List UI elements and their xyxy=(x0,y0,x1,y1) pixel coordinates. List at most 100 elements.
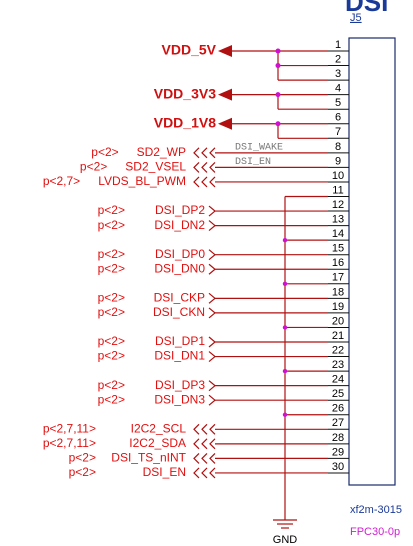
pin-number: 28 xyxy=(332,432,344,444)
power-arrow xyxy=(218,45,232,57)
net-label: DSI_DN3 xyxy=(154,392,205,406)
pin-number: 10 xyxy=(332,170,344,182)
pin-number: 22 xyxy=(332,344,344,356)
page-ref: p<2> xyxy=(98,203,125,217)
port-shape xyxy=(208,394,216,406)
page-ref: p<2> xyxy=(91,145,118,159)
port-shape xyxy=(208,249,216,261)
page-ref: p<2> xyxy=(98,392,125,406)
net-label: DSI_EN xyxy=(143,465,186,479)
page-ref: p<2> xyxy=(98,334,125,348)
pin-number: 16 xyxy=(332,257,344,269)
power-arrow xyxy=(218,88,232,101)
pin-number: 5 xyxy=(335,97,341,109)
port-shape xyxy=(208,380,216,392)
junction xyxy=(275,121,281,127)
page-ref: p<2,7> xyxy=(43,174,80,188)
port-shape xyxy=(209,452,216,464)
net-label: DSI_DP3 xyxy=(155,378,205,392)
port-shape xyxy=(209,161,216,173)
pin-number: 30 xyxy=(332,461,344,473)
pin-number: 13 xyxy=(332,214,344,226)
page-ref: p<2> xyxy=(98,378,125,392)
net-label: LVDS_BL_PWM xyxy=(98,174,186,188)
pin-number: 12 xyxy=(332,199,344,211)
ground-label: GND xyxy=(273,534,298,546)
ground-symbol xyxy=(273,519,297,529)
pin-number: 1 xyxy=(335,39,341,51)
port-shape xyxy=(201,423,208,435)
pin-number: 21 xyxy=(332,330,344,342)
pin-number: 14 xyxy=(332,228,344,240)
page-ref: p<2,7,11> xyxy=(43,421,96,435)
port-shape xyxy=(193,438,200,450)
power-arrow xyxy=(218,117,232,130)
pin-number: 27 xyxy=(332,417,344,429)
junction xyxy=(275,92,281,98)
connector-body xyxy=(348,37,396,486)
wire-label: DSI_WAKE xyxy=(235,142,283,153)
pin-number: 19 xyxy=(332,301,344,313)
net-label: DSI_DN2 xyxy=(154,218,205,232)
power-label: VDD_3V3 xyxy=(154,85,216,101)
junction xyxy=(282,368,288,374)
net-label: DSI_DN0 xyxy=(154,261,205,275)
pin-number: 8 xyxy=(335,141,341,153)
port-shape xyxy=(208,292,216,304)
page-ref: p<2> xyxy=(98,291,125,305)
junction xyxy=(282,325,288,330)
net-label: DSI_TS_nINT xyxy=(111,451,186,465)
pin-number: 11 xyxy=(332,184,343,196)
pin-number: 15 xyxy=(332,243,344,255)
pin-number: 18 xyxy=(332,286,344,298)
net-label: I2C2_SCL xyxy=(131,421,187,435)
port-shape xyxy=(201,147,208,159)
port-shape xyxy=(193,452,200,464)
pin-number: 25 xyxy=(332,388,344,400)
power-label: VDD_1V8 xyxy=(154,114,216,130)
footprint: FPC30-0p xyxy=(350,526,400,538)
net-label: DSI_DP1 xyxy=(155,334,205,348)
pin-number: 23 xyxy=(332,359,344,371)
wire-label: DSI_EN xyxy=(235,157,271,168)
port-shape xyxy=(209,467,216,479)
pin-number: 29 xyxy=(332,446,344,458)
port-shape xyxy=(208,336,216,348)
power-label: VDD_5V xyxy=(162,42,217,58)
page-ref: p<2> xyxy=(98,247,125,261)
page-ref: p<2> xyxy=(69,465,96,479)
junction xyxy=(282,281,288,286)
pin-number: 4 xyxy=(335,83,341,95)
port-shape xyxy=(209,423,216,435)
pin-number: 2 xyxy=(335,53,341,65)
port-shape xyxy=(209,438,216,450)
port-shape xyxy=(209,176,216,188)
pin-number: 7 xyxy=(335,126,341,138)
partial-title: DSI xyxy=(345,0,388,17)
port-shape xyxy=(208,307,216,319)
port-shape xyxy=(193,176,200,188)
part-number: xf2m-3015 xyxy=(350,504,402,516)
page-ref: p<2> xyxy=(80,160,107,174)
page-ref: p<2> xyxy=(98,218,125,232)
page-ref: p<2,7,11> xyxy=(43,436,96,450)
net-label: SD2_WP xyxy=(137,145,186,159)
pin-number: 3 xyxy=(335,68,341,80)
net-label: DSI_DN1 xyxy=(154,349,205,363)
junction xyxy=(282,237,288,243)
pin-number: 24 xyxy=(332,374,344,386)
port-shape xyxy=(193,147,200,159)
net-label: DSI_DP0 xyxy=(155,247,205,261)
port-shape xyxy=(208,263,216,275)
page-ref: p<2> xyxy=(98,349,125,363)
net-label: DSI_CKN xyxy=(153,305,205,319)
junction xyxy=(275,48,281,54)
page-ref: p<2> xyxy=(98,305,125,319)
port-shape xyxy=(208,351,216,363)
pin-number: 6 xyxy=(335,112,341,124)
pin-number: 9 xyxy=(335,155,341,167)
net-label: SD2_VSEL xyxy=(125,160,186,174)
pin-number: 26 xyxy=(332,403,344,415)
port-shape xyxy=(201,467,208,479)
